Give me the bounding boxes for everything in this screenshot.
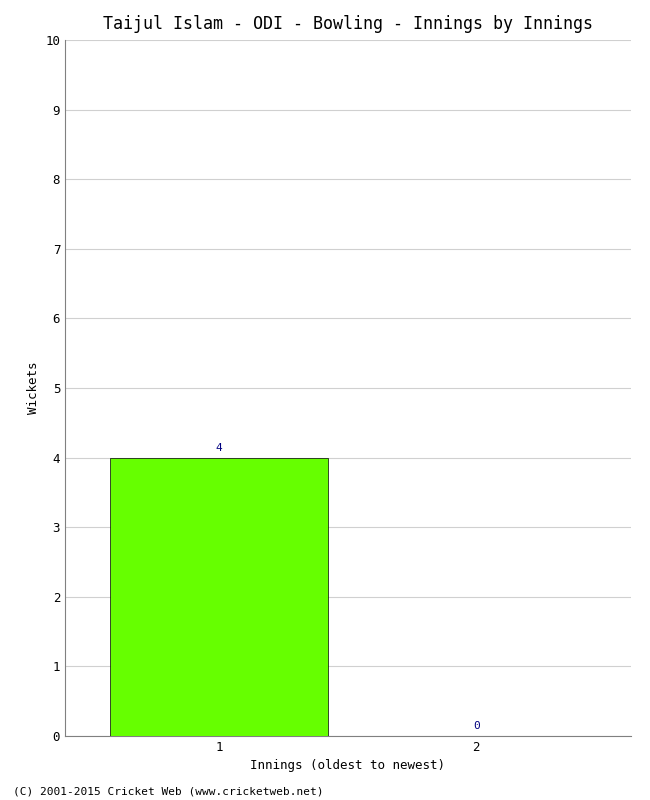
- Text: 0: 0: [473, 721, 480, 731]
- X-axis label: Innings (oldest to newest): Innings (oldest to newest): [250, 759, 445, 773]
- Y-axis label: Wickets: Wickets: [27, 362, 40, 414]
- Text: 4: 4: [216, 442, 222, 453]
- Text: (C) 2001-2015 Cricket Web (www.cricketweb.net): (C) 2001-2015 Cricket Web (www.cricketwe…: [13, 786, 324, 796]
- Title: Taijul Islam - ODI - Bowling - Innings by Innings: Taijul Islam - ODI - Bowling - Innings b…: [103, 15, 593, 33]
- Bar: [110, 458, 328, 736]
